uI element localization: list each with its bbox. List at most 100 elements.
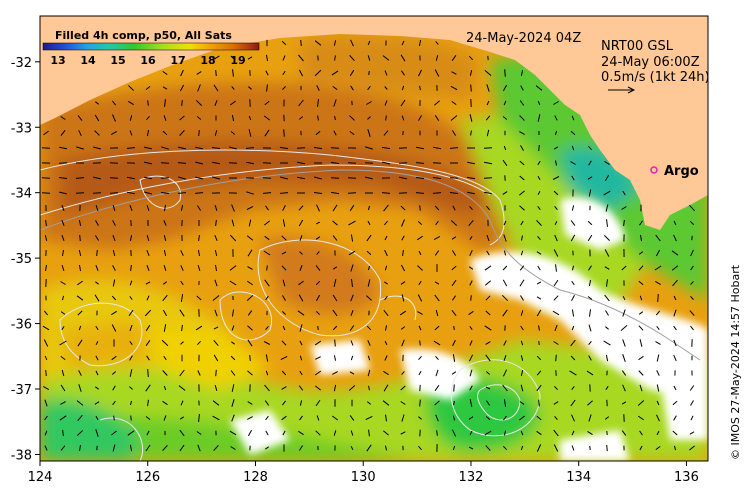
current-arrow [317, 99, 319, 107]
current-arrow [212, 161, 220, 165]
current-arrow [553, 249, 559, 257]
scale-label: 0.5m/s (1kt 24h) [601, 70, 710, 85]
current-arrow [313, 176, 323, 180]
current-arrow [94, 401, 100, 405]
current-arrow [112, 279, 116, 287]
current-arrow [333, 130, 337, 136]
current-arrow [434, 250, 440, 256]
current-arrow [367, 116, 371, 120]
current-arrow [621, 370, 627, 376]
current-arrow [451, 236, 457, 240]
current-arrow [180, 280, 184, 286]
current-arrow [553, 295, 559, 301]
current-arrow [621, 401, 627, 405]
current-arrow [621, 206, 627, 210]
current-arrow [536, 444, 542, 452]
current-arrow [520, 340, 524, 346]
colorbar-tick-label: 15 [110, 54, 125, 67]
current-arrow [689, 310, 695, 316]
current-arrow [78, 219, 82, 227]
current-arrow [92, 176, 102, 180]
current-arrow [112, 249, 116, 257]
current-arrow [485, 115, 491, 121]
current-arrow [367, 220, 371, 226]
current-arrow [76, 146, 84, 150]
current-arrow [231, 399, 235, 407]
current-arrow [604, 174, 610, 182]
current-arrow [450, 220, 458, 226]
current-arrow [334, 339, 336, 347]
current-arrow [385, 115, 387, 121]
x-tick-label: 136 [674, 470, 699, 485]
current-arrow [434, 281, 440, 285]
current-arrow [415, 192, 425, 194]
current-arrow [129, 355, 133, 361]
current-arrow [298, 54, 304, 62]
current-arrow [247, 310, 253, 316]
current-arrow [469, 430, 473, 436]
current-arrow [367, 355, 371, 361]
current-arrow [622, 339, 626, 347]
current-arrow [94, 235, 100, 241]
current-arrow [385, 325, 387, 331]
current-arrow [589, 309, 591, 317]
current-arrow [622, 295, 626, 301]
current-arrow [231, 86, 235, 90]
current-arrow [398, 192, 408, 194]
current-arrow [570, 339, 576, 347]
current-arrow [536, 415, 542, 421]
current-arrow [317, 115, 319, 121]
current-arrow [59, 340, 67, 346]
current-arrow [61, 235, 65, 241]
current-arrow [213, 354, 219, 362]
current-arrow [367, 279, 371, 287]
current-arrow [638, 265, 644, 271]
current-arrow [419, 340, 421, 346]
current-arrow [213, 339, 219, 347]
current-arrow [263, 220, 271, 226]
current-arrow [468, 219, 474, 227]
current-arrow [281, 40, 287, 46]
current-arrow [247, 370, 253, 376]
current-arrow [180, 400, 184, 406]
current-arrow [418, 280, 422, 286]
current-arrow [450, 115, 458, 121]
current-arrow [536, 281, 542, 285]
current-arrow [315, 280, 321, 286]
current-arrow [468, 354, 474, 362]
current-arrow [76, 295, 84, 301]
y-tick-label: -35 [11, 252, 32, 267]
current-arrow [468, 266, 474, 270]
current-arrow [655, 310, 661, 316]
current-arrow [502, 116, 508, 120]
current-arrow [673, 354, 677, 362]
current-arrow [502, 279, 508, 287]
current-arrow [95, 355, 99, 361]
current-arrow [451, 371, 457, 375]
current-arrow [179, 369, 185, 377]
colorbar-tick-label: 17 [170, 54, 185, 67]
current-arrow [673, 385, 677, 391]
current-arrow [162, 294, 168, 302]
current-arrow [162, 370, 168, 376]
current-arrow [451, 309, 457, 317]
current-arrow [401, 414, 405, 422]
current-arrow [314, 385, 322, 391]
current-arrow [163, 324, 167, 332]
current-arrow [571, 175, 575, 181]
current-arrow [349, 371, 355, 375]
colorbar [42, 42, 260, 51]
current-arrow [332, 85, 338, 91]
current-arrow [281, 311, 287, 315]
current-time: 24-May 06:00Z [601, 55, 700, 70]
current-arrow [296, 147, 306, 149]
current-arrow [247, 325, 253, 331]
current-arrow [587, 400, 593, 406]
current-arrow [112, 265, 116, 271]
current-arrow [198, 129, 200, 137]
current-arrow [467, 191, 475, 195]
current-arrow [469, 340, 473, 346]
current-arrow [689, 385, 695, 391]
current-arrow [164, 204, 166, 212]
current-arrow [213, 326, 219, 330]
